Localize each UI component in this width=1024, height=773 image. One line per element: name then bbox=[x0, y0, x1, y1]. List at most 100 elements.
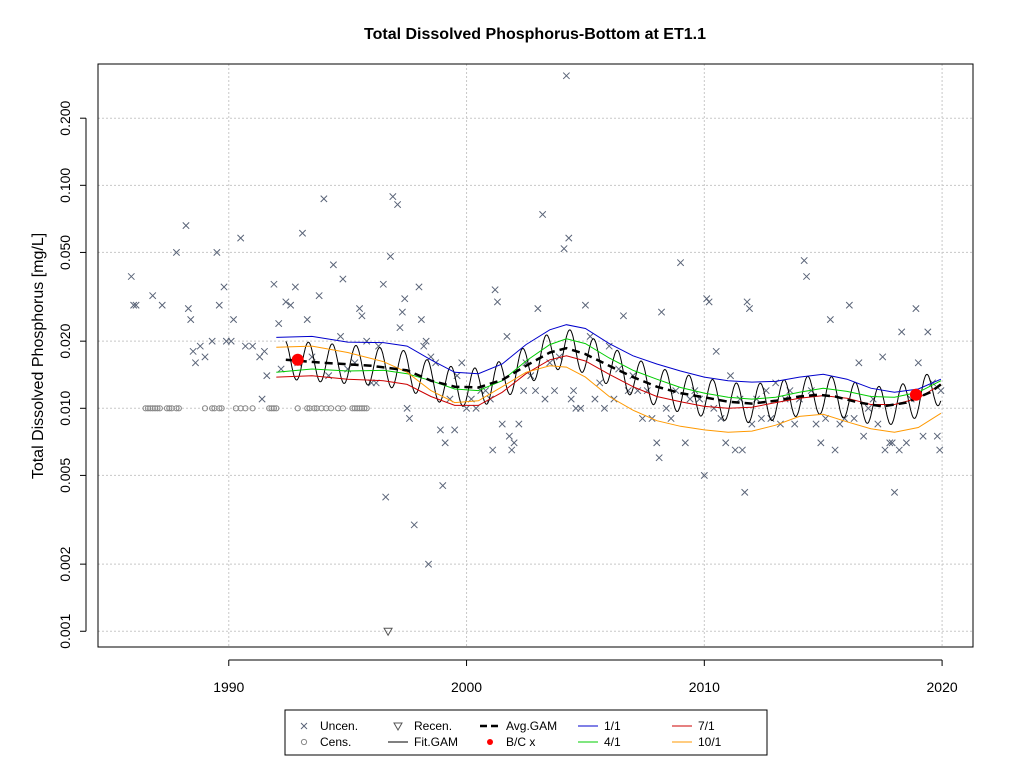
recensored-point bbox=[383, 627, 393, 637]
censored-point bbox=[156, 405, 163, 412]
uncensored-point bbox=[227, 337, 235, 345]
uncensored-point bbox=[657, 308, 666, 316]
uncensored-point bbox=[562, 72, 570, 80]
uncensored-point bbox=[845, 301, 853, 309]
uncensored-point bbox=[189, 347, 197, 355]
x-tick-label: 1990 bbox=[213, 679, 244, 695]
uncensored-point bbox=[624, 387, 632, 395]
uncensored-point bbox=[503, 332, 511, 340]
uncensored-point bbox=[653, 439, 661, 447]
uncensored-point bbox=[191, 359, 200, 367]
uncensored-point bbox=[895, 446, 903, 454]
censored-point bbox=[327, 405, 335, 412]
uncensored-point bbox=[298, 229, 307, 237]
uncensored-point bbox=[890, 488, 899, 496]
uncensored-point bbox=[208, 337, 216, 345]
uncensored-point bbox=[550, 387, 559, 395]
uncensored-point bbox=[822, 414, 830, 423]
censored-point bbox=[249, 405, 256, 412]
uncensored-point bbox=[655, 454, 663, 462]
uncensored-point bbox=[201, 353, 209, 361]
axis-layer: 1990 2000 2010 2020 0.001 0.002 0.005 0.010 0.02… bbox=[57, 100, 958, 695]
uncensored-point bbox=[287, 301, 295, 309]
uncensored-point bbox=[420, 342, 428, 350]
uncensored-point bbox=[320, 195, 328, 203]
censored-point bbox=[216, 405, 223, 412]
x-tick-label: 2010 bbox=[689, 679, 720, 695]
uncensored-point bbox=[726, 372, 735, 380]
uncensored-point bbox=[489, 446, 497, 454]
uncensored-point bbox=[358, 312, 366, 320]
censored-point bbox=[304, 405, 311, 412]
legend-label: Recen. bbox=[414, 719, 452, 733]
legend-label: Uncen. bbox=[320, 719, 358, 733]
uncensored-point bbox=[803, 272, 811, 281]
uncensored-point bbox=[757, 414, 765, 423]
uncensored-point bbox=[398, 308, 406, 316]
uncensored-point bbox=[291, 283, 299, 291]
uncensored-point bbox=[836, 420, 844, 428]
uncensored-point bbox=[422, 337, 430, 345]
legend-symbol bbox=[487, 739, 493, 745]
uncensored-point bbox=[248, 342, 257, 350]
data-layer bbox=[127, 72, 945, 637]
uncensored-point bbox=[874, 420, 882, 428]
uncensored-point bbox=[776, 420, 784, 428]
censored-point bbox=[339, 405, 347, 412]
series-line-4-1 bbox=[276, 338, 942, 400]
uncensored-point bbox=[703, 295, 711, 303]
censored-point bbox=[166, 405, 173, 412]
censored-point bbox=[173, 405, 180, 412]
legend-item-recen-: Recen. bbox=[393, 719, 452, 733]
uncensored-point bbox=[826, 316, 834, 324]
uncensored-point bbox=[591, 395, 599, 403]
censored-point bbox=[361, 405, 368, 412]
uncensored-point bbox=[541, 395, 549, 403]
uncensored-point bbox=[914, 359, 922, 367]
uncensored-point bbox=[581, 301, 589, 309]
legend-label: 10/1 bbox=[698, 735, 722, 749]
legend-label: B/C x bbox=[506, 735, 535, 749]
legend-label: 4/1 bbox=[604, 735, 621, 749]
uncensored-point bbox=[220, 283, 228, 291]
uncensored-point bbox=[791, 420, 799, 428]
uncensored-point bbox=[638, 414, 647, 423]
uncensored-point bbox=[667, 414, 675, 423]
uncensored-point bbox=[256, 353, 264, 361]
legend-label: 7/1 bbox=[698, 719, 715, 733]
legend-item-cens-: Cens. bbox=[300, 735, 351, 749]
uncensored-point bbox=[493, 298, 502, 306]
uncensored-point bbox=[534, 305, 542, 313]
uncensored-point bbox=[898, 328, 906, 336]
uncensored-point bbox=[586, 332, 594, 340]
uncensored-point bbox=[451, 426, 459, 434]
legend-label: Cens. bbox=[320, 735, 351, 749]
uncensored-point bbox=[555, 353, 563, 361]
uncensored-point bbox=[886, 439, 894, 447]
uncensored-point bbox=[417, 316, 425, 324]
uncensored-point bbox=[439, 482, 447, 490]
uncensored-point bbox=[436, 426, 444, 434]
uncensored-point bbox=[745, 305, 754, 313]
uncensored-point bbox=[722, 439, 730, 447]
uncensored-point bbox=[303, 316, 311, 324]
legend-item-fit-gam: Fit.GAM bbox=[388, 735, 458, 749]
uncensored-point bbox=[508, 446, 516, 454]
avg-gam-line bbox=[285, 346, 942, 408]
uncensored-point bbox=[382, 493, 390, 501]
uncensored-point bbox=[850, 414, 858, 423]
censored-point bbox=[209, 405, 216, 412]
y-tick-label: 0.020 bbox=[57, 323, 73, 358]
uncensored-point bbox=[355, 305, 364, 313]
uncensored-point bbox=[676, 259, 685, 267]
censored-point bbox=[363, 405, 370, 412]
legend-label: Avg.GAM bbox=[506, 719, 557, 733]
chart-title: Total Dissolved Phosphorus-Bottom at ET1… bbox=[364, 26, 706, 43]
y-tick-label: 0.001 bbox=[57, 614, 73, 649]
uncensored-point bbox=[263, 372, 271, 380]
uncensored-point bbox=[888, 439, 896, 447]
uncensored-point bbox=[196, 342, 204, 350]
